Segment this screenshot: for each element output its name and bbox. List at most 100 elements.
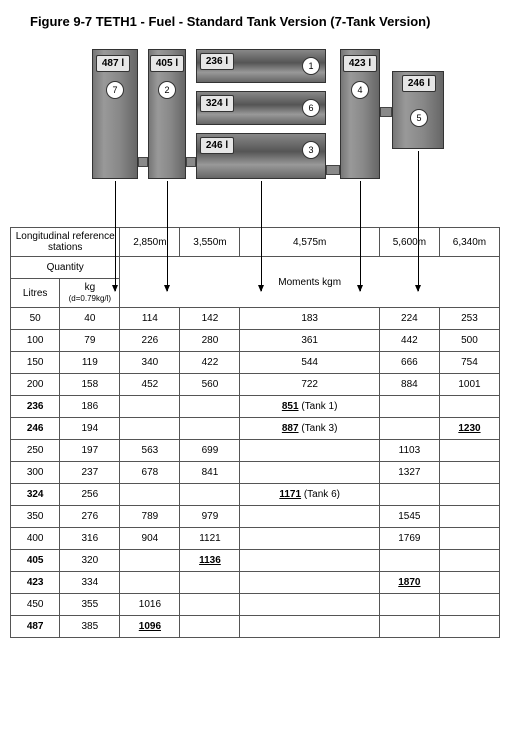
- table-cell: [439, 616, 499, 638]
- table-cell: [379, 594, 439, 616]
- tank6-number: 6: [302, 99, 320, 117]
- table-cell: 560: [180, 374, 240, 396]
- table-cell: [379, 418, 439, 440]
- table-cell: 119: [60, 352, 120, 374]
- table-cell: [120, 572, 180, 594]
- table-cell: [240, 462, 379, 484]
- table-row: 4503551016: [11, 594, 500, 616]
- table-cell: [439, 572, 499, 594]
- table-cell: 197: [60, 440, 120, 462]
- table-cell: 1121: [180, 528, 240, 550]
- table-row: 236186 851 (Tank 1): [11, 396, 500, 418]
- table-cell: 887 (Tank 3): [240, 418, 379, 440]
- table-cell: [120, 550, 180, 572]
- table-cell: [379, 396, 439, 418]
- table-cell: 699: [180, 440, 240, 462]
- figure-title: Figure 9-7 TETH1 - Fuel - Standard Tank …: [10, 10, 500, 37]
- table-cell: 79: [60, 330, 120, 352]
- tank7-capacity: 487 l: [96, 55, 130, 72]
- table-cell: 246: [11, 418, 60, 440]
- table-cell: [379, 484, 439, 506]
- table-cell: 450: [11, 594, 60, 616]
- station-0: 2,850m: [120, 228, 180, 257]
- table-cell: 400: [11, 528, 60, 550]
- tank4-number: 4: [351, 81, 369, 99]
- table-cell: 236: [11, 396, 60, 418]
- table-row: 4053201136: [11, 550, 500, 572]
- table-row: 5040114142183224253: [11, 308, 500, 330]
- table-row: 40031690411211769: [11, 528, 500, 550]
- litres-header: Litres: [11, 279, 60, 308]
- table-cell: [439, 506, 499, 528]
- table-cell: 1327: [379, 462, 439, 484]
- table-cell: [180, 616, 240, 638]
- table-cell: 114: [120, 308, 180, 330]
- table-cell: [439, 484, 499, 506]
- table-cell: [180, 594, 240, 616]
- table-cell: 452: [120, 374, 180, 396]
- table-cell: [240, 550, 379, 572]
- table-cell: 851 (Tank 1): [240, 396, 379, 418]
- table-cell: 186: [60, 396, 120, 418]
- table-cell: 320: [60, 550, 120, 572]
- table-cell: 237: [60, 462, 120, 484]
- table-row: 4233341870: [11, 572, 500, 594]
- table-cell: 1230: [439, 418, 499, 440]
- table-cell: 500: [439, 330, 499, 352]
- table-cell: 544: [240, 352, 379, 374]
- table-cell: 563: [120, 440, 180, 462]
- table-cell: [120, 396, 180, 418]
- table-cell: 422: [180, 352, 240, 374]
- tank6-capacity: 324 l: [200, 95, 234, 112]
- tank4-capacity: 423 l: [343, 55, 377, 72]
- table-cell: 280: [180, 330, 240, 352]
- table-cell: 722: [240, 374, 379, 396]
- table-cell: [439, 550, 499, 572]
- station-4: 6,340m: [439, 228, 499, 257]
- tank1-capacity: 236 l: [200, 53, 234, 70]
- table-cell: 979: [180, 506, 240, 528]
- table-row: 3002376788411327: [11, 462, 500, 484]
- table-cell: 405: [11, 550, 60, 572]
- table-cell: 340: [120, 352, 180, 374]
- table-cell: [240, 616, 379, 638]
- table-cell: 40: [60, 308, 120, 330]
- table-row: 3502767899791545: [11, 506, 500, 528]
- tank7-number: 7: [106, 81, 124, 99]
- tank-diagram: 487 l 7 405 l 2 236 l 1 324 l 6 246 l 3 …: [20, 37, 490, 227]
- tank5-capacity: 246 l: [402, 75, 436, 92]
- table-cell: [439, 440, 499, 462]
- table-cell: [180, 484, 240, 506]
- table-cell: 1769: [379, 528, 439, 550]
- table-cell: [240, 506, 379, 528]
- table-cell: [180, 572, 240, 594]
- table-cell: 1096: [120, 616, 180, 638]
- table-cell: 442: [379, 330, 439, 352]
- table-cell: [379, 550, 439, 572]
- table-cell: [439, 528, 499, 550]
- table-row: 4873851096: [11, 616, 500, 638]
- station-3: 5,600m: [379, 228, 439, 257]
- tank1-number: 1: [302, 57, 320, 75]
- table-cell: 200: [11, 374, 60, 396]
- table-cell: [240, 440, 379, 462]
- table-cell: [240, 528, 379, 550]
- table-cell: 158: [60, 374, 120, 396]
- table-cell: 194: [60, 418, 120, 440]
- table-cell: 487: [11, 616, 60, 638]
- table-cell: 276: [60, 506, 120, 528]
- table-cell: 385: [60, 616, 120, 638]
- table-cell: 666: [379, 352, 439, 374]
- table-row: 3242561171 (Tank 6): [11, 484, 500, 506]
- table-row: 2501975636991103: [11, 440, 500, 462]
- table-cell: [240, 572, 379, 594]
- table-cell: 350: [11, 506, 60, 528]
- table-cell: 50: [11, 308, 60, 330]
- table-cell: 316: [60, 528, 120, 550]
- table-cell: [439, 462, 499, 484]
- tank3-number: 3: [302, 141, 320, 159]
- table-cell: [180, 418, 240, 440]
- table-cell: 1001: [439, 374, 499, 396]
- tank5-number: 5: [410, 109, 428, 127]
- table-cell: 226: [120, 330, 180, 352]
